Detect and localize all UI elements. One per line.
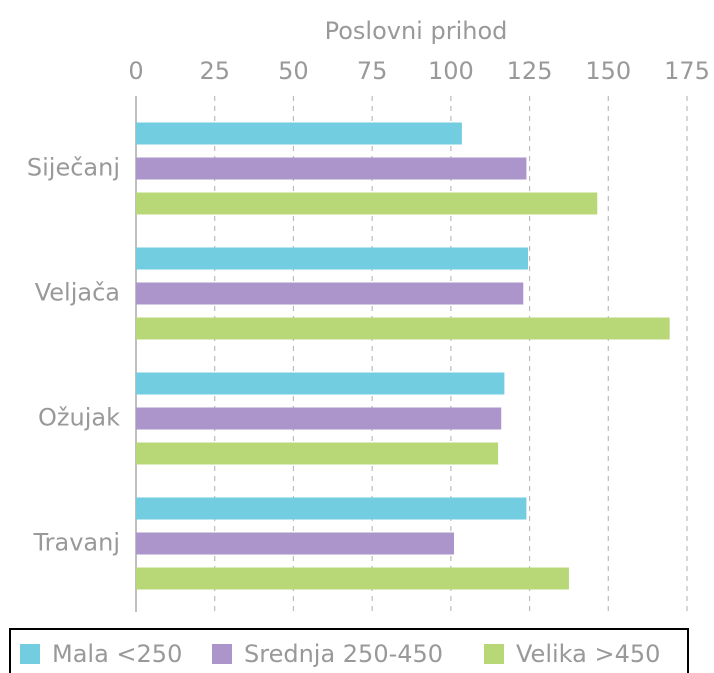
bar <box>136 247 528 270</box>
legend-swatch <box>20 644 40 664</box>
legend-label: Mala <250 <box>52 640 182 668</box>
y-tick-label: Ožujak <box>38 404 120 432</box>
legend-box <box>9 628 689 673</box>
bar <box>136 372 505 395</box>
bar <box>136 407 502 430</box>
bar <box>136 192 598 215</box>
y-tick-label: Travanj <box>33 529 121 557</box>
bar <box>136 567 569 590</box>
bar <box>136 122 462 145</box>
x-tick-label: 175 <box>664 57 710 85</box>
x-tick-label: 0 <box>128 57 143 85</box>
x-tick-label: 25 <box>199 57 230 85</box>
bar <box>136 317 670 340</box>
bar <box>136 497 527 520</box>
bar <box>136 532 455 555</box>
bar <box>136 282 524 305</box>
x-tick-label: 100 <box>428 57 474 85</box>
bar <box>136 442 499 465</box>
x-tick-label: 150 <box>585 57 631 85</box>
legend-label: Srednja 250-450 <box>244 640 443 668</box>
x-tick-label: 50 <box>278 57 309 85</box>
y-tick-label: Veljača <box>35 279 120 307</box>
x-tick-label: 75 <box>357 57 388 85</box>
legend-swatch <box>484 644 504 664</box>
legend-swatch <box>212 644 232 664</box>
y-tick-label: Siječanj <box>27 154 120 182</box>
bar <box>136 157 527 180</box>
x-tick-label: 125 <box>507 57 553 85</box>
legend-label: Velika >450 <box>516 640 660 668</box>
x-axis-title: Poslovni prihod <box>325 17 508 45</box>
